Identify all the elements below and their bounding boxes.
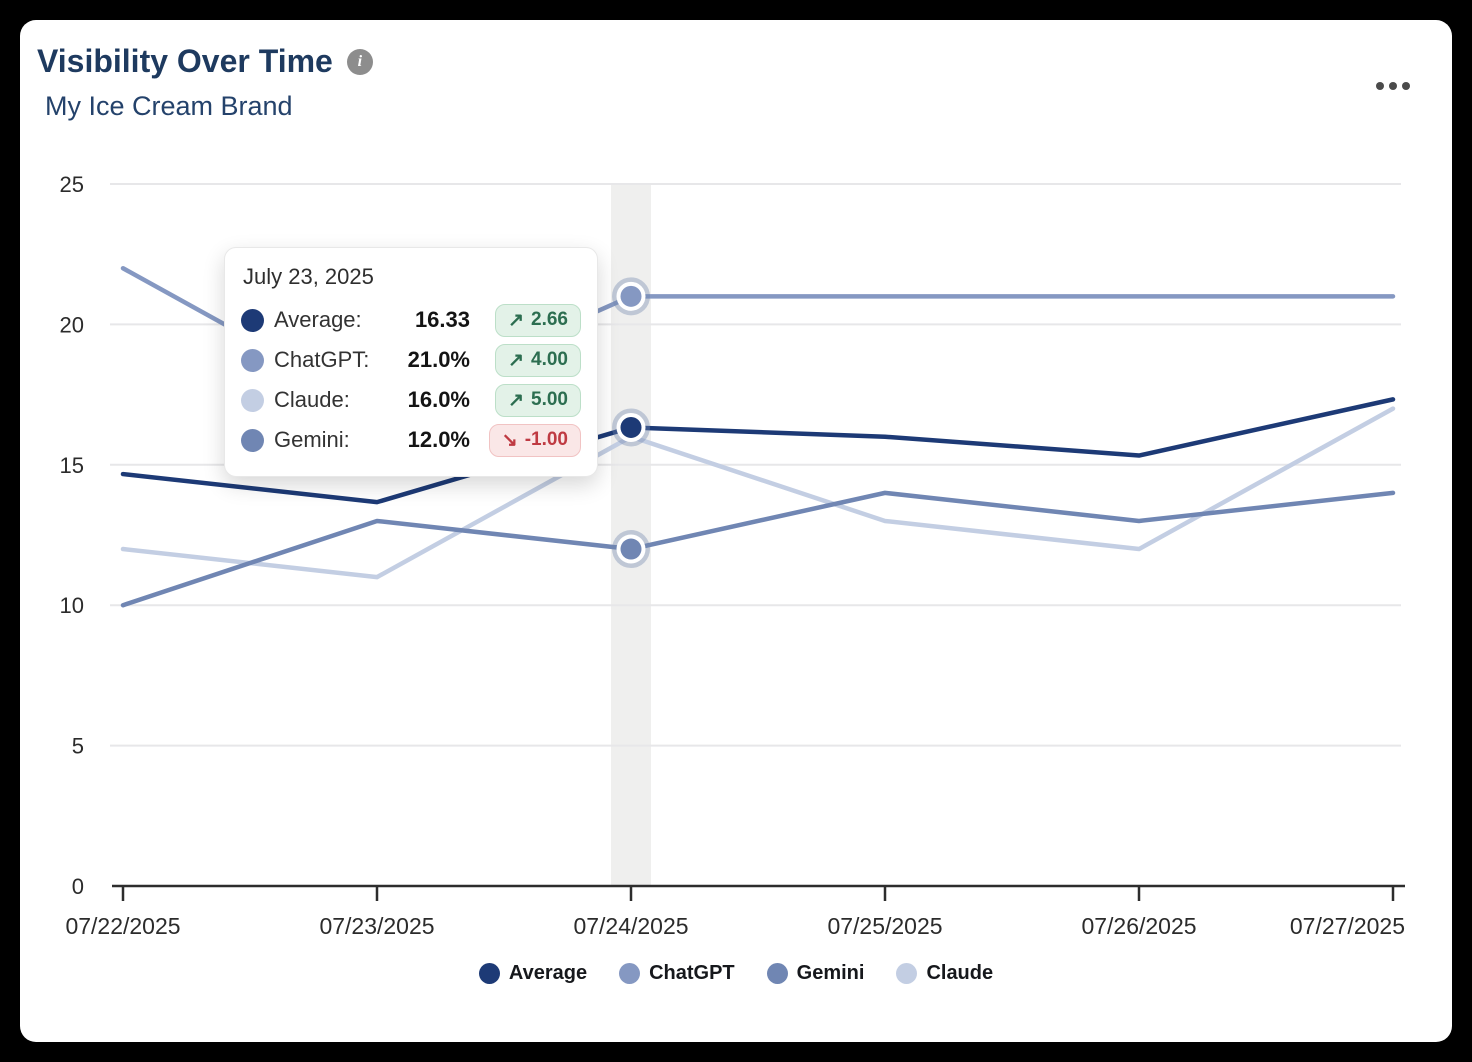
data-point-average[interactable]: [620, 416, 642, 438]
change-badge: ↘ -1.00: [488, 423, 581, 457]
data-point-chatgpt[interactable]: [620, 285, 642, 307]
y-tick-label: 0: [72, 874, 84, 899]
change-value: -1.00: [524, 429, 568, 450]
series-line-average[interactable]: [120, 397, 1396, 505]
visibility-card: Visibility Over Time i My Ice Cream Bran…: [20, 20, 1452, 1042]
chart-tooltip: July 23, 2025 Average: 16.33 ↗ 2.66 ChatGPT:…: [224, 247, 598, 477]
legend-item-chatgpt[interactable]: ChatGPT: [619, 962, 735, 985]
legend-color-dot: [619, 963, 641, 984]
ellipsis-menu-icon[interactable]: [1376, 82, 1410, 90]
legend-item-gemini[interactable]: Gemini: [766, 962, 865, 985]
tooltip-series-value: 12.0%: [407, 427, 470, 452]
tooltip-series-value: 16.0%: [407, 387, 470, 412]
tooltip-series-label: Average:: [274, 307, 362, 332]
series-color-dot: [241, 308, 264, 332]
tooltip-row: ChatGPT: 21.0% ↗ 4.00: [241, 340, 581, 380]
tooltip-series-label: Gemini:: [274, 427, 350, 452]
change-value: 4.00: [531, 349, 568, 370]
legend-label: Average: [508, 962, 588, 984]
change-badge: ↗ 5.00: [495, 383, 581, 417]
change-value: 5.00: [531, 389, 568, 410]
x-tick-label: 07/27/2025: [1290, 913, 1405, 939]
tooltip-date: July 23, 2025: [243, 264, 374, 289]
change-value: 2.66: [531, 309, 568, 330]
arrow-down-icon: ↘: [501, 429, 518, 451]
y-tick-label: 10: [60, 593, 84, 618]
y-tick-label: 15: [60, 453, 84, 478]
y-tick-label: 25: [60, 172, 84, 197]
arrow-up-icon: ↗: [508, 389, 525, 411]
tooltip-series-value: 21.0%: [407, 347, 470, 372]
tooltip-series-value: 16.33: [414, 307, 470, 332]
visibility-line-chart[interactable]: 0 5 10 15 20 25 07/22/2025 07/23/2025 07/24/2025…: [20, 20, 1452, 1042]
legend-item-claude[interactable]: Claude: [896, 962, 993, 985]
x-tick-label: 07/25/2025: [827, 913, 942, 939]
tooltip-row: Average: 16.33 ↗ 2.66: [241, 300, 581, 340]
legend-label: ChatGPT: [649, 962, 735, 984]
brand-subtitle: My Ice Cream Brand: [45, 91, 293, 122]
data-point-gemini[interactable]: [620, 538, 642, 560]
series-color-dot: [241, 388, 264, 412]
series-color-dot: [241, 348, 264, 372]
series-line-claude[interactable]: [120, 406, 1396, 580]
info-icon[interactable]: i: [346, 48, 373, 75]
legend-item-average[interactable]: Average: [478, 962, 588, 985]
change-badge: ↗ 2.66: [495, 303, 581, 337]
x-tick-label: 07/26/2025: [1081, 913, 1196, 939]
tooltip-series-label: ChatGPT:: [274, 347, 370, 372]
x-tick-label: 07/24/2025: [573, 913, 688, 939]
x-tick-label: 07/22/2025: [65, 913, 180, 939]
series-line-gemini[interactable]: [120, 490, 1396, 608]
legend-label: Gemini: [796, 962, 865, 984]
series-color-dot: [241, 428, 264, 452]
legend-color-dot: [478, 963, 500, 984]
y-tick-label: 5: [72, 734, 84, 759]
x-tick-label: 07/23/2025: [319, 913, 434, 939]
chart-legend: Average ChatGPT Gemini Claude: [20, 962, 1452, 985]
legend-label: Claude: [926, 962, 994, 984]
arrow-up-icon: ↗: [508, 349, 525, 371]
card-header: Visibility Over Time i My Ice Cream Bran…: [37, 43, 373, 122]
y-tick-label: 20: [60, 312, 84, 337]
arrow-up-icon: ↗: [508, 309, 525, 331]
legend-color-dot: [766, 963, 788, 984]
page-title: Visibility Over Time: [37, 43, 333, 79]
tooltip-row: Gemini: 12.0% ↘ -1.00: [241, 420, 581, 460]
tooltip-series-label: Claude:: [274, 387, 350, 412]
legend-color-dot: [896, 963, 918, 984]
tooltip-row: Claude: 16.0% ↗ 5.00: [241, 380, 581, 420]
change-badge: ↗ 4.00: [495, 343, 581, 377]
